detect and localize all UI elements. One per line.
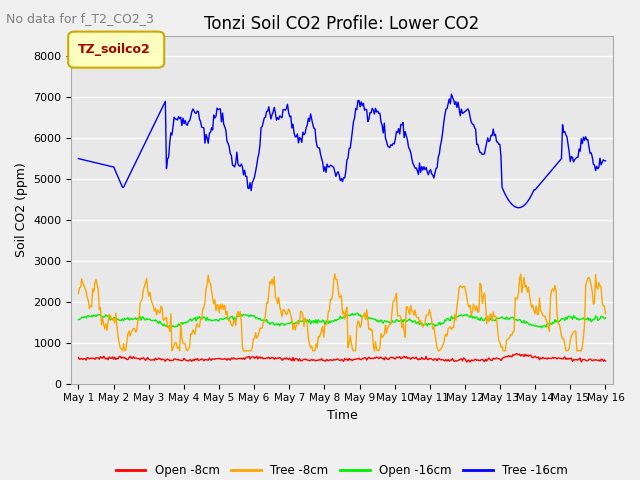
Legend: Open -8cm, Tree -8cm, Open -16cm, Tree -16cm: Open -8cm, Tree -8cm, Open -16cm, Tree -… [111, 459, 573, 480]
Y-axis label: Soil CO2 (ppm): Soil CO2 (ppm) [15, 162, 28, 257]
Text: TZ_soilco2: TZ_soilco2 [78, 43, 150, 56]
Text: No data for f_T2_CO2_3: No data for f_T2_CO2_3 [6, 12, 154, 25]
X-axis label: Time: Time [326, 409, 357, 422]
Title: Tonzi Soil CO2 Profile: Lower CO2: Tonzi Soil CO2 Profile: Lower CO2 [204, 15, 479, 33]
